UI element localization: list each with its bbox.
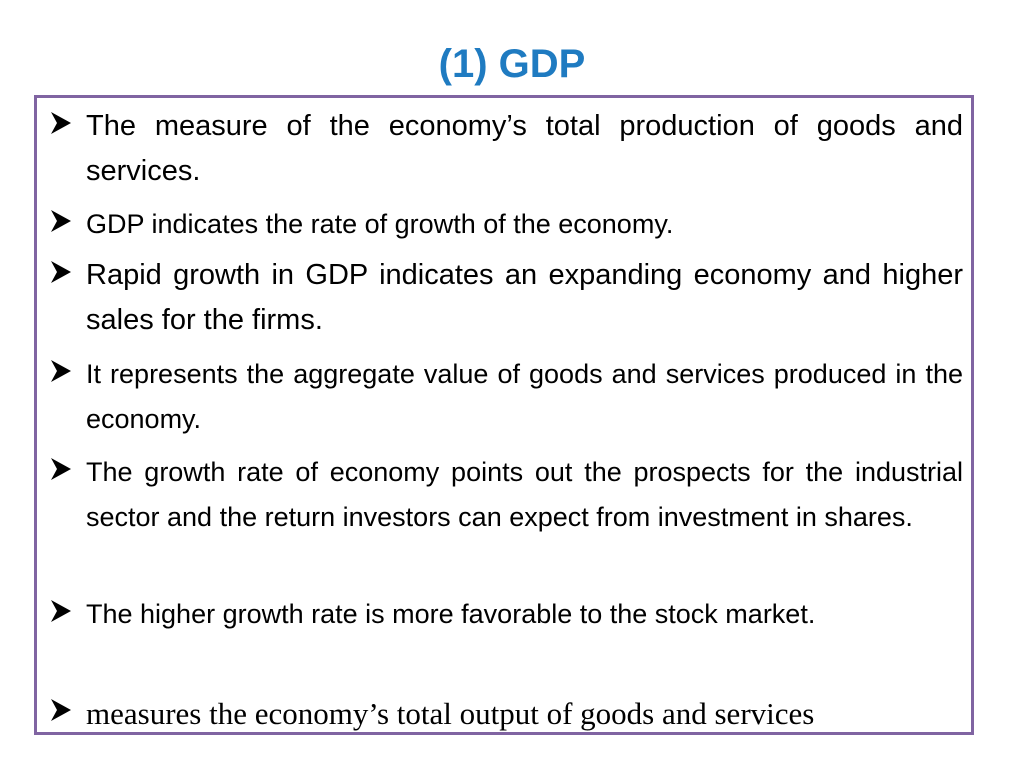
bullet-text: The growth rate of economy points out th… — [86, 457, 963, 532]
bullet-text: The measure of the economy’s total produ… — [86, 110, 963, 187]
bullet-text: GDP indicates the rate of growth of the … — [86, 209, 674, 239]
bullet-arrow — [49, 598, 73, 631]
bullet-arrow — [49, 697, 73, 730]
arrow-icon — [51, 600, 71, 622]
bullet-text: measures the economy’s total output of g… — [86, 696, 815, 731]
bullet-arrow — [49, 456, 73, 489]
slide-title: (1) GDP — [438, 42, 586, 86]
bullet-arrow — [49, 259, 73, 292]
arrow-icon — [51, 261, 71, 283]
bullet-arrow — [49, 208, 73, 241]
arrow-icon — [51, 699, 71, 721]
bullet-arrow — [49, 358, 73, 391]
bullet-text: Rapid growth in GDP indicates an expandi… — [86, 259, 963, 336]
arrow-icon — [51, 210, 71, 232]
bullet-text: It represents the aggregate value of goo… — [86, 359, 963, 434]
arrow-icon — [51, 360, 71, 382]
bullet-text: The higher growth rate is more favorable… — [86, 599, 816, 629]
arrow-icon — [51, 458, 71, 480]
arrow-icon — [51, 112, 71, 134]
content-box: The measure of the economy’s total produ… — [34, 95, 974, 735]
bullet-arrow — [49, 110, 73, 143]
